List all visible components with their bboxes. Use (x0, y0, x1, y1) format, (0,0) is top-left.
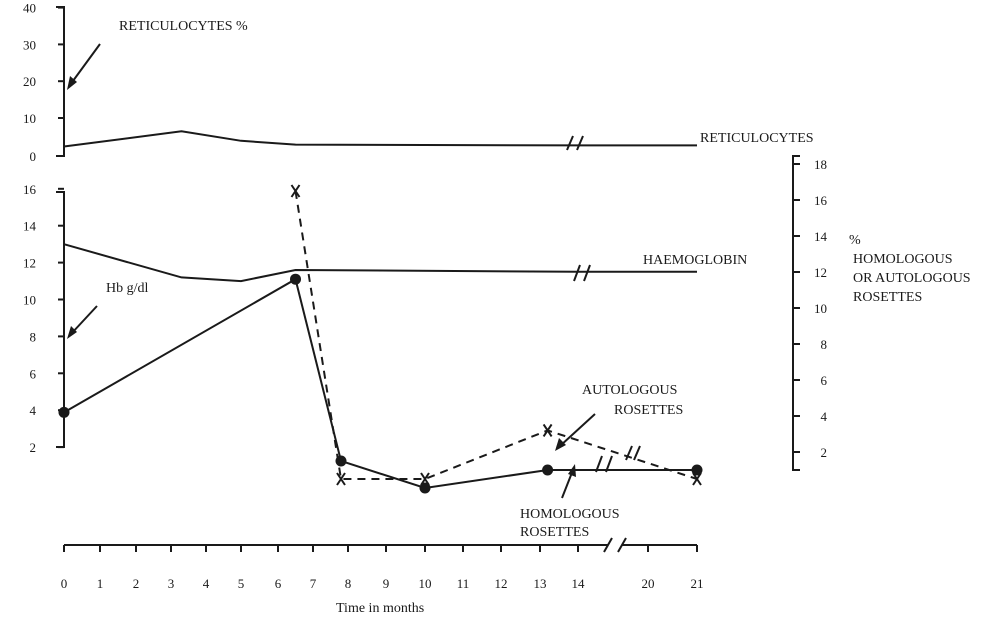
reticulocytes-break-mark (566, 135, 584, 151)
x-axis-title: Time in months (336, 601, 424, 616)
series-line-haemoglobin (63, 243, 697, 283)
haemoglobin-tick-label-8: 8 (30, 329, 37, 344)
x-tick-label-5: 5 (238, 576, 245, 591)
hb-axis-label: Hb g/dl (106, 281, 149, 296)
haemoglobin-tick-label-12: 12 (23, 256, 36, 271)
haemoglobin-tick-label-6: 6 (30, 366, 37, 381)
reticulocytes-arrow-head (67, 76, 77, 90)
haemoglobin-tick-label-10: 10 (23, 293, 36, 308)
x-tick-label-11: 11 (457, 576, 470, 591)
series-line-reticulocytes (63, 130, 697, 148)
x-tick-label-9: 9 (383, 576, 390, 591)
autologous-arrow-head (555, 438, 566, 451)
haemoglobin-curve-label: HAEMOGLOBIN (643, 253, 747, 268)
reticulocytes-axis-arrow (69, 43, 101, 86)
rosettes-tick-label-4: 4 (821, 409, 828, 424)
ticks-layer: 0 1 2 3 4 5 6 7 8 9 10 11 12 13 14 20 210102030402468101… (23, 1, 828, 591)
point-autologous-rosettes-3 (542, 423, 553, 437)
point-autologous-rosettes-2 (420, 472, 430, 486)
point-autologous-rosettes-1 (336, 472, 346, 486)
reticulocytes-tick-label-40: 40 (23, 1, 36, 16)
rosettes-tick-label-8: 8 (821, 337, 828, 352)
x-tick-label-3: 3 (168, 576, 175, 591)
right-axis-label-line-3: OR AUTOLOGOUS (853, 271, 971, 286)
homologous-arrow-head (568, 464, 576, 477)
x-tick-label-1: 1 (97, 576, 104, 591)
rosettes-tick-label-18: 18 (814, 157, 827, 172)
haemoglobin-tick-label-4: 4 (30, 403, 37, 418)
x-tick-label-10: 10 (419, 576, 432, 591)
x-tick-label-14: 14 (572, 576, 586, 591)
autologous-arrow (559, 413, 596, 447)
point-autologous-rosettes-0 (290, 184, 301, 198)
x-tick-label-8: 8 (345, 576, 352, 591)
haemoglobin-break-mark (573, 264, 591, 282)
haemoglobin-tick-label-2: 2 (30, 440, 37, 455)
annotation-arrows (67, 43, 596, 499)
rosettes-tick-label-10: 10 (814, 301, 827, 316)
rosettes-tick-label-2: 2 (821, 445, 828, 460)
reticulocytes-tick-label-0: 0 (30, 149, 37, 164)
reticulocytes-tick-label-30: 30 (23, 37, 36, 52)
autologous-break-mark (625, 445, 641, 461)
homologous-label-line-1: HOMOLOGOUS (520, 507, 620, 522)
reticulocytes-axis-label: RETICULOCYTES % (119, 19, 248, 34)
haemoglobin-tick-label-14: 14 (23, 219, 37, 234)
autologous-label-line-1: AUTOLOGOUS (582, 383, 677, 398)
rosettes-y-axis (792, 155, 800, 471)
x-tick-label-21: 21 (691, 576, 704, 591)
rosettes-tick-label-16: 16 (814, 193, 828, 208)
haemoglobin-tick-label-16: 16 (23, 182, 37, 197)
reticulocytes-tick-label-20: 20 (23, 74, 36, 89)
right-axis-label-line-4: ROSETTES (853, 290, 922, 305)
right-axis-label-line-2: HOMOLOGOUS (853, 252, 953, 267)
point-homologous-rosettes-6 (691, 464, 703, 476)
point-autologous-rosettes-4 (692, 472, 702, 486)
x-tick-label-7: 7 (310, 576, 317, 591)
x-tick-label-0: 0 (61, 576, 68, 591)
reticulocytes-tick-label-10: 10 (23, 111, 36, 126)
hb-axis-arrow (70, 305, 98, 335)
point-homologous-rosettes-3 (419, 482, 431, 494)
x-tick-label-6: 6 (275, 576, 282, 591)
x-tick-label-2: 2 (133, 576, 140, 591)
homologous-label-line-2: ROSETTES (520, 525, 589, 540)
series-line-autologous-rosettes (294, 190, 698, 480)
x-tick-label-20: 20 (642, 576, 655, 591)
point-homologous-rosettes-1 (290, 273, 301, 285)
series-layer (58, 130, 703, 494)
rosettes-tick-label-12: 12 (814, 265, 827, 280)
reticulocytes-curve-label: RETICULOCYTES (700, 131, 814, 146)
x-tick-label-4: 4 (203, 576, 210, 591)
right-axis-label-line-1: % (849, 233, 861, 248)
rosettes-tick-label-6: 6 (821, 373, 828, 388)
curve-break-marks (566, 135, 641, 473)
hb-arrow-head (67, 326, 77, 339)
point-homologous-rosettes-0 (58, 406, 70, 418)
x-tick-label-13: 13 (534, 576, 547, 591)
point-homologous-rosettes-4 (542, 464, 554, 476)
time-axis-break-mark (603, 537, 627, 553)
autologous-label-line-2: ROSETTES (614, 403, 683, 418)
rosettes-tick-label-14: 14 (814, 229, 828, 244)
homologous-break-mark (595, 455, 613, 473)
x-tick-label-12: 12 (495, 576, 508, 591)
